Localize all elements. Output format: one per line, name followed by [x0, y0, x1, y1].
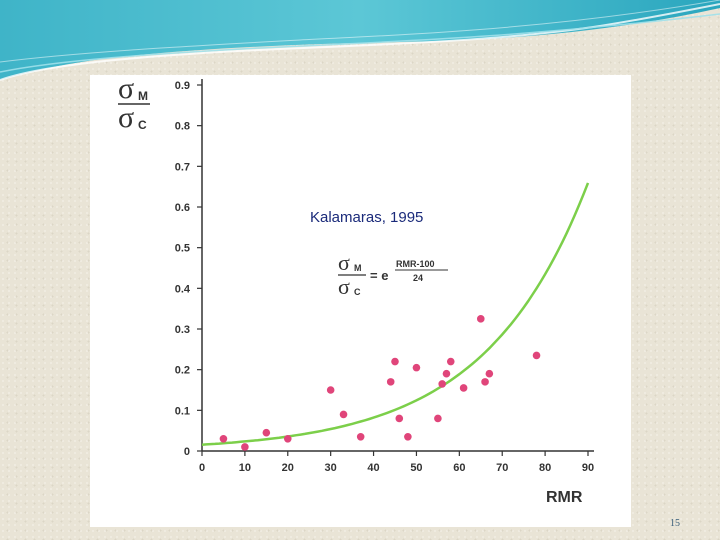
scatter-chart: 0 0.1 0.2 0.3 0.4 0.5 0.6 0.7 0.8 0.9 0 10 20 30 40 50 6… [118, 75, 594, 506]
x-tick-label: 70 [496, 462, 508, 474]
x-tick-label: 80 [539, 462, 551, 474]
x-axis-label: RMR [546, 489, 583, 506]
data-point [386, 378, 395, 386]
chart-axes: 0 0.1 0.2 0.3 0.4 0.5 0.6 0.7 0.8 0.9 0 10 20 30 40 50 6… [175, 79, 594, 474]
x-tick-label: 20 [282, 462, 294, 474]
page-number: 15 [670, 518, 680, 529]
y-tick-label: 0.5 [175, 243, 190, 255]
y-tick-label: 0.9 [175, 80, 190, 92]
formula-equals: = e [370, 268, 388, 283]
slide-header-waves [0, 0, 720, 81]
data-point [459, 384, 468, 392]
formula-den-subscript: C [354, 287, 361, 297]
data-point [391, 357, 399, 366]
y-tick-label: 0.4 [175, 283, 191, 295]
y-tick-label: 0 [184, 446, 190, 458]
y-tick-label: 0.6 [175, 202, 190, 214]
y-label-bottom-symbol: σ [118, 101, 134, 134]
y-label-top-subscript: M [138, 89, 148, 103]
data-point [481, 378, 489, 386]
formula-exp-numerator: RMR-100 [396, 259, 435, 269]
x-tick-label: 10 [239, 462, 251, 474]
data-point [283, 435, 292, 443]
y-tick-label: 0.8 [175, 121, 190, 133]
data-point [532, 351, 541, 360]
data-point [485, 369, 494, 378]
data-point [262, 428, 271, 437]
formula-num-subscript: M [354, 263, 362, 273]
x-tick-label: 40 [367, 462, 379, 474]
y-tick-label: 0.7 [175, 161, 190, 173]
data-point [446, 357, 455, 366]
y-tick-label: 0.3 [175, 324, 190, 336]
x-tick-label: 0 [199, 462, 205, 474]
y-label-bottom-subscript: C [138, 118, 147, 132]
formula-num-symbol: σ [338, 250, 350, 275]
citation-label: Kalamaras, 1995 [310, 209, 423, 226]
data-point [412, 363, 421, 372]
y-label-top-symbol: σ [118, 75, 134, 105]
formula-exp-denominator: 24 [413, 273, 423, 283]
data-point [395, 414, 404, 423]
data-point [476, 315, 485, 323]
formula-den-symbol: σ [338, 274, 350, 299]
data-point [438, 380, 446, 388]
data-point [404, 432, 412, 441]
x-tick-label: 90 [582, 462, 594, 474]
y-tick-label: 0.1 [175, 405, 190, 417]
chart-figure: 0 0.1 0.2 0.3 0.4 0.5 0.6 0.7 0.8 0.9 0 10 20 30 40 50 6… [90, 75, 631, 527]
y-axis-label: σ M σ C [118, 75, 150, 134]
data-point [219, 435, 228, 443]
data-point [442, 369, 451, 378]
data-points [219, 315, 541, 451]
data-point [434, 414, 442, 423]
formula: σ M σ C = e RMR-100 24 [338, 250, 448, 299]
x-tick-label: 50 [410, 462, 422, 474]
data-point [241, 443, 249, 451]
x-tick-label: 60 [453, 462, 465, 474]
data-point [326, 386, 335, 394]
y-tick-label: 0.2 [175, 365, 190, 377]
data-point [356, 432, 365, 441]
fit-curve [201, 182, 590, 446]
x-tick-label: 30 [325, 462, 337, 474]
data-point [339, 410, 348, 419]
